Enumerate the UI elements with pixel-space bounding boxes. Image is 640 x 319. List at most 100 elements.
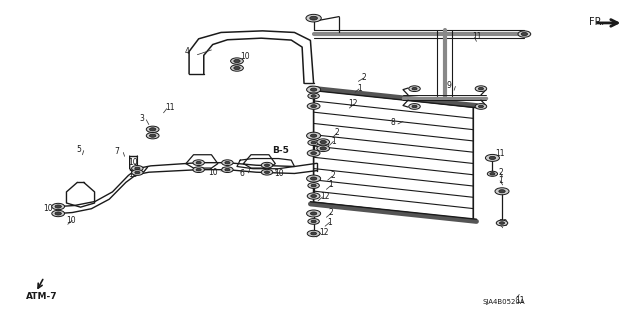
Circle shape (132, 170, 143, 175)
Circle shape (475, 104, 486, 109)
Circle shape (499, 190, 505, 193)
Circle shape (412, 87, 417, 90)
Circle shape (478, 105, 483, 108)
Text: 10: 10 (129, 170, 138, 179)
Circle shape (307, 210, 321, 217)
Circle shape (264, 171, 269, 174)
Text: 11: 11 (495, 149, 504, 158)
Circle shape (150, 128, 156, 131)
Text: 1: 1 (328, 181, 333, 189)
Circle shape (55, 205, 61, 208)
Circle shape (311, 184, 316, 187)
Circle shape (311, 105, 317, 108)
Circle shape (308, 219, 319, 224)
Circle shape (307, 132, 321, 139)
Circle shape (320, 147, 326, 150)
Circle shape (230, 65, 243, 71)
Circle shape (307, 150, 320, 156)
Circle shape (412, 105, 417, 108)
Circle shape (230, 58, 243, 64)
Circle shape (310, 16, 317, 20)
Text: 5: 5 (76, 145, 81, 154)
Circle shape (196, 161, 201, 164)
Circle shape (518, 31, 531, 37)
Circle shape (132, 166, 143, 171)
Circle shape (307, 86, 321, 93)
Circle shape (475, 86, 486, 92)
Circle shape (311, 141, 316, 144)
Circle shape (306, 14, 321, 22)
Text: 2: 2 (335, 128, 339, 137)
Circle shape (135, 167, 140, 170)
Circle shape (55, 212, 61, 215)
Circle shape (52, 203, 65, 210)
Circle shape (311, 152, 317, 155)
Circle shape (310, 134, 317, 137)
Circle shape (221, 167, 233, 173)
Text: 8: 8 (390, 117, 396, 127)
Text: B-5: B-5 (273, 146, 289, 155)
Circle shape (311, 232, 317, 235)
Circle shape (485, 154, 499, 161)
Circle shape (193, 160, 204, 166)
Text: 10: 10 (274, 169, 284, 178)
Text: 11: 11 (515, 296, 524, 305)
Text: 10: 10 (44, 204, 53, 213)
Circle shape (489, 156, 495, 160)
Circle shape (311, 95, 316, 97)
Text: 12: 12 (320, 191, 330, 201)
Circle shape (234, 66, 240, 70)
Circle shape (310, 212, 317, 215)
Circle shape (225, 161, 230, 164)
Text: 10: 10 (66, 216, 76, 225)
Text: SJA4B0520A: SJA4B0520A (483, 299, 525, 305)
Circle shape (308, 183, 319, 189)
Circle shape (147, 132, 159, 139)
Circle shape (317, 139, 330, 145)
Text: ATM-7: ATM-7 (26, 292, 58, 300)
Text: 2: 2 (498, 168, 503, 177)
Circle shape (317, 145, 330, 152)
Circle shape (135, 171, 140, 174)
Text: 2: 2 (330, 171, 335, 180)
Circle shape (478, 87, 483, 90)
Text: 1: 1 (327, 218, 332, 226)
Circle shape (307, 103, 320, 109)
Circle shape (307, 175, 321, 182)
Text: 10: 10 (320, 142, 330, 151)
Circle shape (310, 177, 317, 180)
Text: 7: 7 (115, 147, 120, 156)
Text: 1: 1 (498, 176, 503, 185)
Text: FR.: FR. (589, 17, 605, 27)
Circle shape (311, 220, 316, 223)
Text: 12: 12 (319, 228, 328, 237)
Circle shape (320, 140, 326, 144)
Circle shape (311, 195, 317, 197)
Circle shape (409, 86, 420, 92)
Text: 12: 12 (348, 100, 358, 108)
Text: 1: 1 (357, 84, 362, 93)
Text: 4: 4 (185, 47, 189, 56)
Circle shape (147, 126, 159, 132)
Text: 1: 1 (332, 137, 336, 145)
Circle shape (264, 164, 269, 167)
Circle shape (52, 210, 65, 217)
Circle shape (221, 160, 233, 166)
Circle shape (307, 193, 320, 199)
Text: 2: 2 (328, 208, 333, 217)
Circle shape (234, 59, 240, 63)
Circle shape (150, 134, 156, 137)
Circle shape (196, 168, 201, 171)
Circle shape (310, 88, 317, 91)
Circle shape (193, 167, 204, 173)
Circle shape (261, 162, 273, 168)
Text: 12: 12 (498, 219, 508, 228)
Text: 6: 6 (240, 169, 244, 178)
Circle shape (225, 168, 230, 171)
Text: 11: 11 (166, 103, 175, 112)
Text: 10: 10 (208, 168, 218, 177)
Text: 10: 10 (129, 158, 138, 167)
Circle shape (308, 93, 319, 99)
Text: 2: 2 (362, 73, 366, 82)
Text: 3: 3 (140, 114, 145, 123)
